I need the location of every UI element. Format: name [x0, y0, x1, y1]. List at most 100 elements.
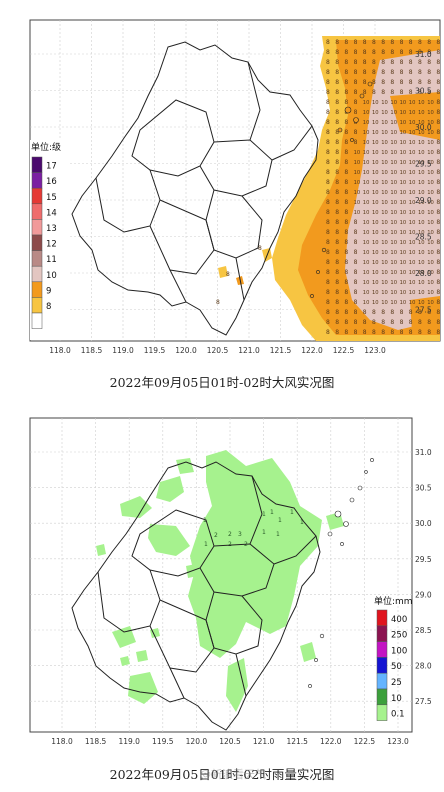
- wind-grade-label: 8: [326, 129, 330, 136]
- wind-grade-label: 8: [344, 329, 348, 336]
- rain-legend-label: 50: [391, 662, 402, 672]
- wind-grade-label: 10: [363, 190, 370, 196]
- x-tick-label: 121.0: [253, 737, 275, 746]
- wind-legend: 单位:级 17 16 15 14 13 12 11 10 9 8: [30, 140, 68, 340]
- wind-grade-label: 8: [400, 59, 404, 66]
- wind-grade-label: 10: [363, 240, 370, 246]
- wind-grade-label: 10: [381, 160, 388, 166]
- wind-grade-label: 8: [436, 309, 440, 316]
- wind-grade-label: 10: [400, 170, 407, 176]
- wind-grade-label: 8: [363, 309, 367, 316]
- wind-grade-label: 8: [344, 169, 348, 176]
- wind-grade-label: 8: [354, 239, 358, 246]
- zhejiang-outline-rain: [71, 461, 321, 731]
- wind-grade-label: 10: [390, 240, 397, 246]
- wind-grade-label: 10: [409, 290, 416, 296]
- wind-grade-label: 8: [335, 199, 339, 206]
- wind-legend-swatch: [31, 234, 43, 251]
- wind-grade-label: 10: [390, 280, 397, 286]
- wind-grade-label: 10: [372, 280, 379, 286]
- wind-grade-label: 8: [354, 99, 358, 106]
- wind-grade-label: 8: [326, 329, 330, 336]
- wind-grade-label: 8: [354, 39, 358, 46]
- wind-grade-label: 10: [390, 130, 397, 136]
- wind-legend-swatch: [31, 312, 43, 329]
- wind-grade-label: 8: [354, 329, 358, 336]
- wind-grade-label: 10: [372, 290, 379, 296]
- wind-grade-label: 10: [390, 140, 397, 146]
- wind-grade-label: 8: [436, 89, 440, 96]
- wind-grade-label: 10: [418, 100, 425, 106]
- wind-grade-label: 8: [390, 39, 394, 46]
- wind-grade-label: 10: [400, 210, 407, 216]
- wind-grade-label: 8: [354, 289, 358, 296]
- wind-grade-label: 10: [409, 140, 416, 146]
- wind-grade-label: 10: [400, 130, 407, 136]
- wind-grade-label: 8: [400, 39, 404, 46]
- wind-grade-label: 8: [418, 309, 422, 316]
- wind-grade-label: 10: [400, 270, 407, 276]
- rain-amount-label: 1: [276, 531, 280, 538]
- wind-grade-label: 8: [381, 329, 385, 336]
- wind-grade-label: 10: [418, 140, 425, 146]
- rain-shading: [96, 450, 344, 712]
- wind-legend-swatch: [31, 219, 43, 236]
- wind-grade-label: 8: [381, 89, 385, 96]
- wind-grade-label: 10: [418, 170, 425, 176]
- wind-grade-label: 10: [427, 230, 434, 236]
- x-tick-label: 121.5: [270, 346, 292, 355]
- rain-map-caption: 2022年09月05日01时-02时雨量实况图: [109, 767, 335, 782]
- wind-grade-label: 10: [418, 150, 425, 156]
- wind-map-caption: 2022年09月05日01时-02时大风实况图: [109, 375, 335, 390]
- wind-legend-label: 8: [46, 302, 51, 312]
- wind-grade-label: 10: [390, 170, 397, 176]
- wind-grade-label: 8: [335, 149, 339, 156]
- rain-amount-label: 3: [238, 531, 242, 538]
- rain-amount-label: 1: [290, 509, 294, 516]
- wind-grade-label: 10: [354, 200, 361, 206]
- wind-grade-label: 8: [344, 309, 348, 316]
- wind-grade-label: 8: [344, 49, 348, 56]
- wind-grade-label: 10: [363, 180, 370, 186]
- y-tick-label: 30.0: [415, 519, 432, 528]
- wind-grade-label: 8: [436, 119, 440, 126]
- wind-grade-label: 8: [363, 39, 367, 46]
- wind-grade-label: 8: [335, 309, 339, 316]
- wind-legend-swatch: [31, 297, 43, 314]
- wind-grade-label: 10: [427, 300, 434, 306]
- wind-legend-swatch: [31, 250, 43, 267]
- wind-legend-label: 11: [46, 255, 57, 265]
- wind-grade-label: 10: [409, 230, 416, 236]
- wind-legend-label: 17: [46, 162, 57, 172]
- wind-grade-label: 10: [409, 280, 416, 286]
- wind-grade-label: 10: [372, 270, 379, 276]
- wind-grade-label: 10: [381, 240, 388, 246]
- rain-legend-swatch: [376, 657, 388, 674]
- rain-legend-swatch: [376, 641, 388, 658]
- wind-legend-label: 12: [46, 240, 57, 250]
- wind-grade-label: 10: [390, 230, 397, 236]
- wind-grade-label: 10: [390, 100, 397, 106]
- wind-grade-label: 10: [400, 150, 407, 156]
- wind-grade-label: 8: [354, 109, 358, 116]
- wind-grade-label: 8: [390, 89, 394, 96]
- x-tick-label: 118.5: [85, 737, 107, 746]
- wind-grade-label: 8: [436, 319, 440, 326]
- wind-grade-label: 8: [436, 99, 440, 106]
- wind-grade-label: 8: [381, 59, 385, 66]
- x-tick-label: 121.0: [238, 346, 260, 355]
- x-tick-label: 120.5: [219, 737, 241, 746]
- wind-grade-label: 8: [344, 119, 348, 126]
- wind-grade-label: 8: [400, 329, 404, 336]
- wind-grade-label: 10: [363, 230, 370, 236]
- y-tick-label: 28.0: [415, 269, 432, 278]
- wind-grade-label: 8: [326, 59, 330, 66]
- wind-grade-label: 10: [427, 110, 434, 116]
- wind-grade-label: 10: [372, 300, 379, 306]
- wind-grade-label: 10: [390, 190, 397, 196]
- wind-grade-label: 8: [344, 179, 348, 186]
- wind-grade-label: 10: [372, 230, 379, 236]
- wind-grade-label: 10: [427, 130, 434, 136]
- wind-legend-label: 14: [46, 208, 57, 218]
- wind-grade-label: 10: [427, 120, 434, 126]
